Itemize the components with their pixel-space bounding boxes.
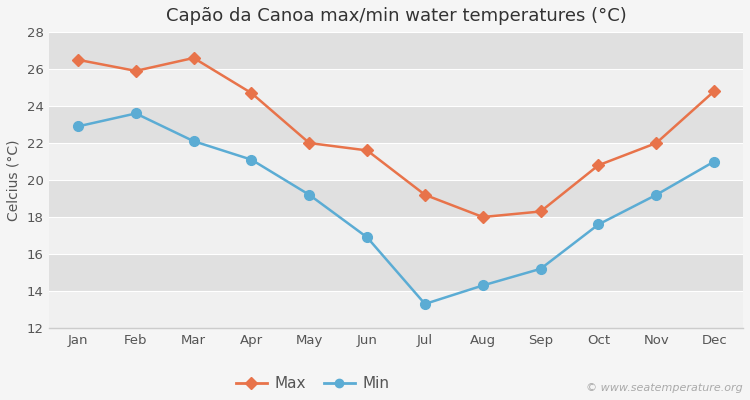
Bar [49,254,743,291]
Y-axis label: Celcius (°C): Celcius (°C) [7,139,21,221]
Bar [49,217,743,254]
Text: © www.seatemperature.org: © www.seatemperature.org [586,383,743,393]
Legend: Max, Min: Max, Min [230,370,395,397]
Bar [49,180,743,217]
Bar [49,291,743,328]
Bar [49,143,743,180]
Bar [49,32,743,69]
Bar [49,69,743,106]
Bar [49,106,743,143]
Title: Capão da Canoa max/min water temperatures (°C): Capão da Canoa max/min water temperature… [166,7,626,25]
